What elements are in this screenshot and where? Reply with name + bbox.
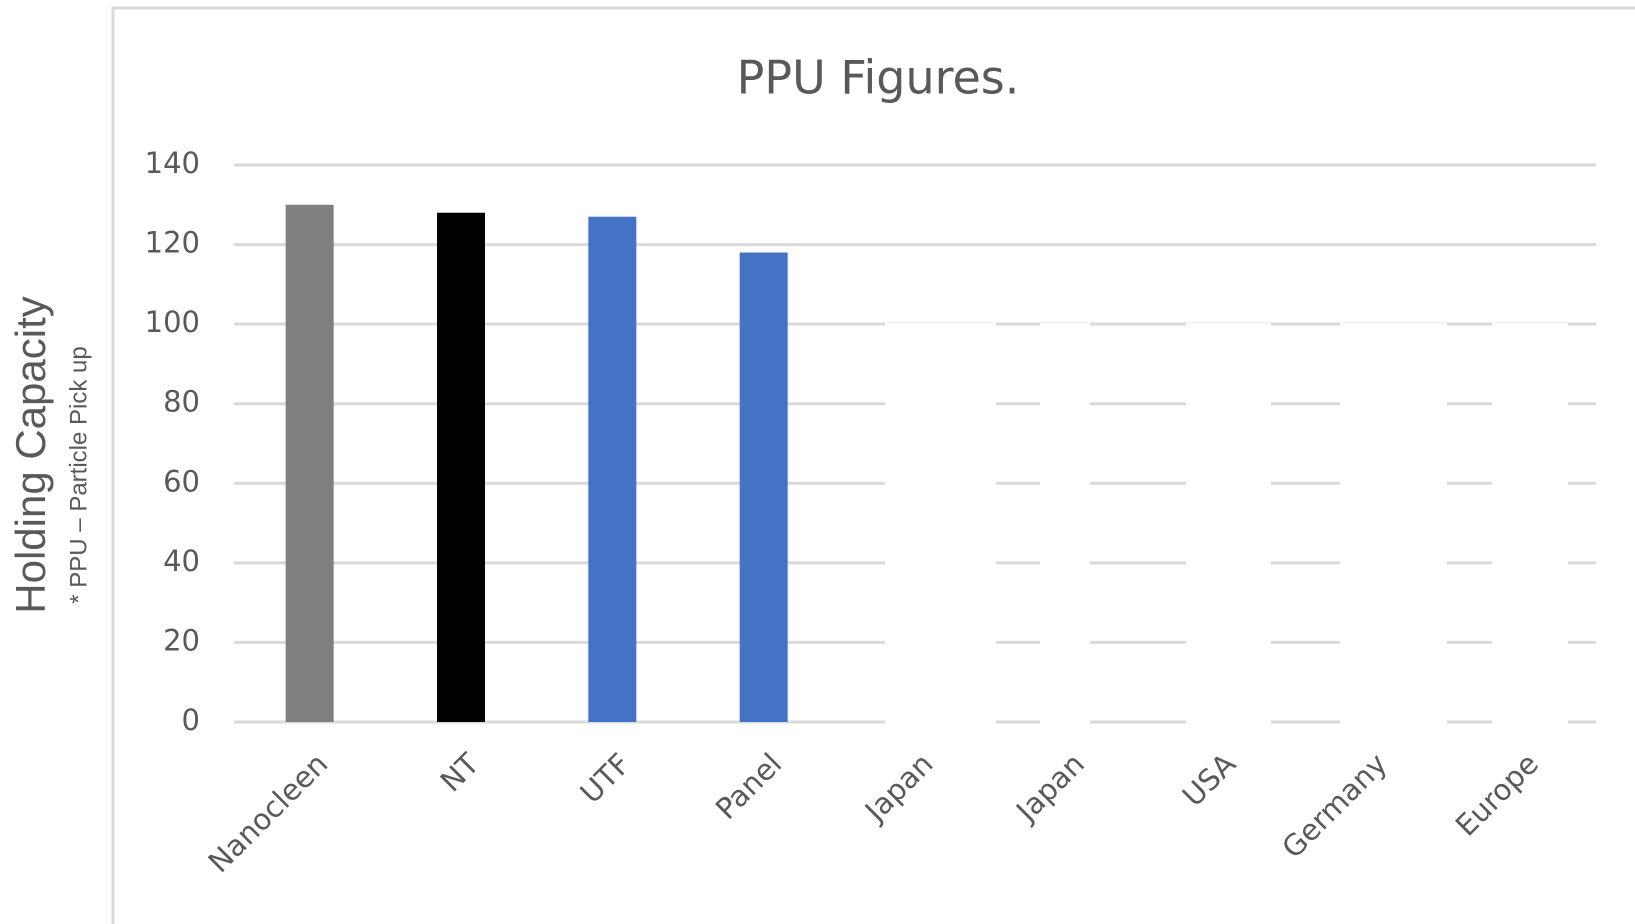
cover-patches: [885, 323, 1568, 727]
bar: [739, 252, 788, 722]
cover: [1186, 323, 1271, 727]
y-axis-sublabel: * PPU – Particle Pick up: [65, 346, 92, 603]
y-tick-label: 120: [145, 226, 200, 260]
y-tick-label: 60: [163, 464, 200, 498]
y-tick-label: 140: [145, 146, 200, 180]
bar: [437, 212, 485, 722]
bar: [588, 216, 637, 722]
cover: [1492, 323, 1568, 727]
y-tick-label: 100: [145, 305, 200, 339]
cover: [1040, 323, 1090, 727]
y-tick-label: 0: [182, 703, 200, 737]
cover: [885, 323, 996, 727]
chart-title: PPU Figures.: [737, 51, 1020, 105]
y-tick-label: 80: [163, 385, 200, 419]
bar: [285, 204, 334, 723]
cover: [1340, 323, 1447, 727]
y-tick-label: 20: [163, 623, 200, 657]
y-axis-label: Holding Capacity: [7, 296, 54, 614]
y-tick-label: 40: [163, 544, 200, 578]
